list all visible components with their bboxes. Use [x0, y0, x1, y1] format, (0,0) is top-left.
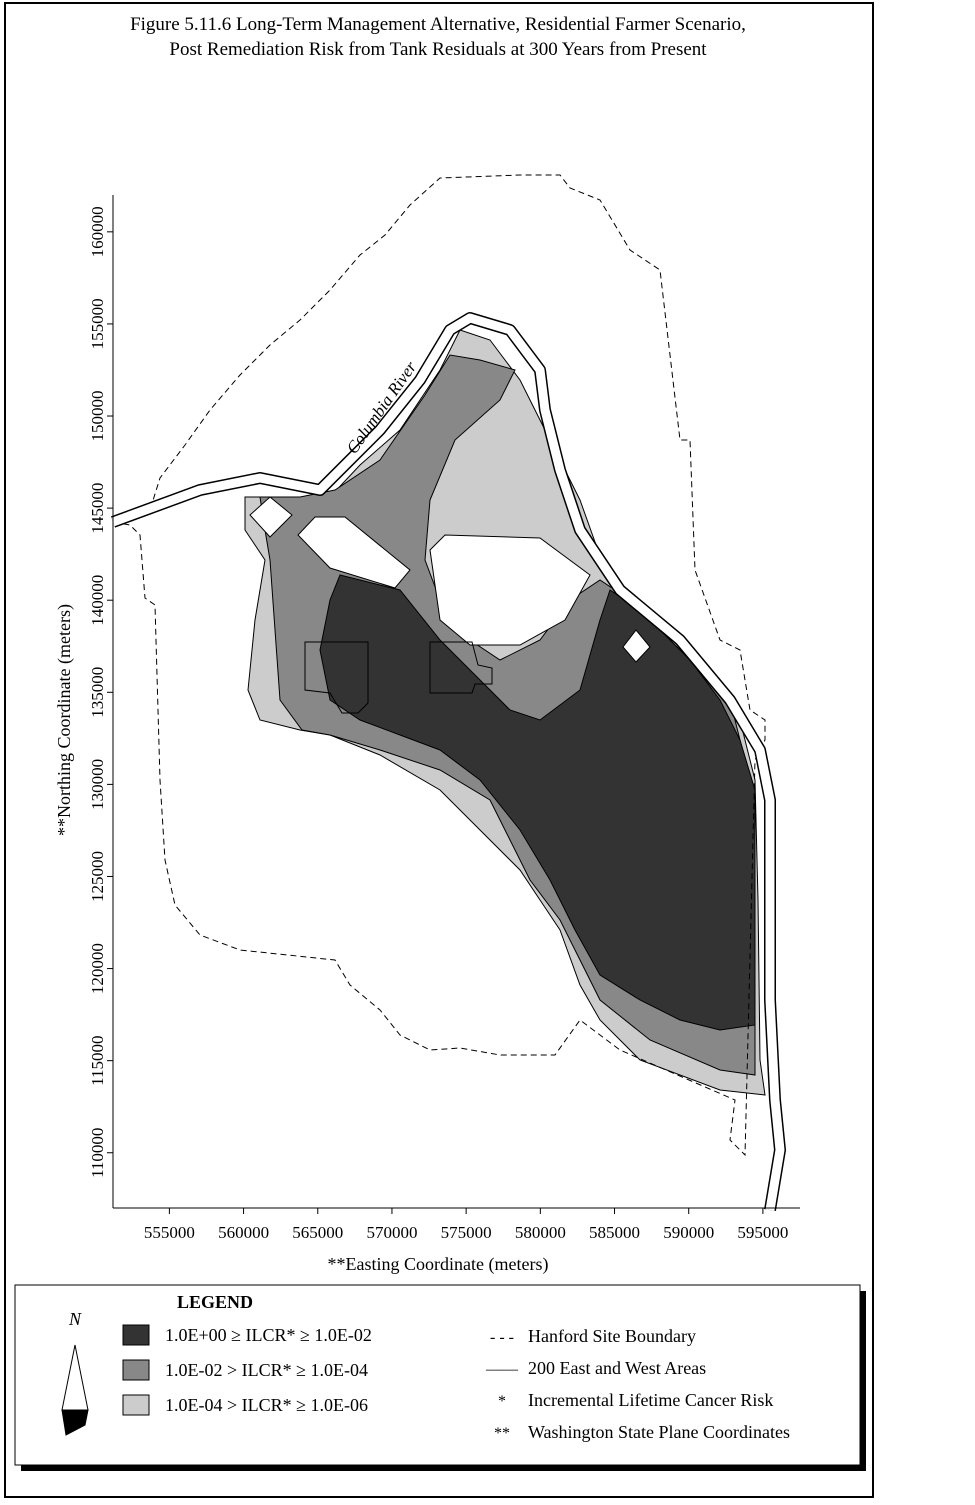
- x-axis-label: **Easting Coordinate (meters): [328, 1254, 549, 1275]
- y-tick-label: 150000: [88, 391, 107, 442]
- legend-symbol: **: [494, 1425, 510, 1442]
- legend-swatch: [122, 1359, 150, 1381]
- x-tick-label: 590000: [663, 1223, 714, 1242]
- legend-symbol: ——: [485, 1361, 519, 1378]
- legend-swatch: [122, 1394, 150, 1416]
- y-tick-label: 120000: [88, 943, 107, 994]
- river-water: [111, 313, 785, 1211]
- legend-title: LEGEND: [177, 1292, 253, 1312]
- title-line: Post Remediation Risk from Tank Residual…: [169, 39, 707, 60]
- legend-label: 1.0E+00 ≥ ILCR* ≥ 1.0E-02: [165, 1325, 372, 1345]
- title-line: Figure 5.11.6 Long-Term Management Alter…: [130, 14, 746, 35]
- y-tick-label: 135000: [88, 667, 107, 718]
- y-axis-label: **Northing Coordinate (meters): [54, 604, 75, 836]
- y-tick-label: 125000: [88, 851, 107, 902]
- legend-note: Hanford Site Boundary: [528, 1326, 696, 1346]
- y-tick-label: 160000: [88, 206, 107, 257]
- y-tick-label: 115000: [88, 1035, 107, 1085]
- north-label: N: [68, 1309, 82, 1329]
- legend-box: [14, 1284, 861, 1466]
- legend-symbol: *: [498, 1393, 506, 1410]
- site-boundary: [112, 174, 766, 1157]
- x-tick-label: 575000: [441, 1223, 492, 1242]
- y-tick-label: 130000: [88, 759, 107, 810]
- x-tick-label: 555000: [144, 1223, 195, 1242]
- excluded-area: [429, 534, 591, 646]
- x-tick-label: 570000: [366, 1223, 417, 1242]
- risk-zone-dark: [319, 574, 756, 1031]
- y-tick-label: 110000: [88, 1128, 107, 1178]
- legend-swatch: [122, 1324, 150, 1346]
- y-tick-label: 140000: [88, 575, 107, 626]
- legend-note: Incremental Lifetime Cancer Risk: [528, 1390, 773, 1410]
- map-area: Columbia River: [110, 174, 786, 1211]
- legend-label: 1.0E-04 > ILCR* ≥ 1.0E-06: [165, 1395, 368, 1415]
- x-tick-label: 560000: [218, 1223, 269, 1242]
- legend-symbol: - - -: [490, 1329, 514, 1346]
- excluded-area: [297, 516, 411, 589]
- excluded-area: [249, 496, 293, 538]
- y-tick-label: 145000: [88, 483, 107, 534]
- 200-east-area: [429, 641, 493, 694]
- x-tick-label: 595000: [737, 1223, 788, 1242]
- y-tick-label: 155000: [88, 298, 107, 349]
- x-tick-label: 565000: [292, 1223, 343, 1242]
- x-tick-label: 580000: [515, 1223, 566, 1242]
- 200-west-area: [304, 641, 369, 714]
- outer-border: [4, 2, 874, 1498]
- legend-note: 200 East and West Areas: [528, 1358, 706, 1378]
- excluded-area: [622, 629, 651, 663]
- legend-label: 1.0E-02 > ILCR* ≥ 1.0E-04: [165, 1360, 368, 1380]
- north-arrow-base: [61, 1409, 89, 1436]
- legend-note: Washington State Plane Coordinates: [528, 1422, 790, 1442]
- x-tick-label: 585000: [589, 1223, 640, 1242]
